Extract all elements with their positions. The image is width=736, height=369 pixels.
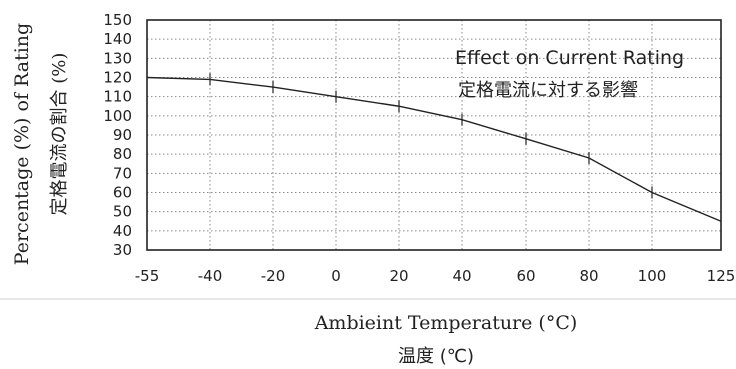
y-axis-label: Percentage (%) of Rating — [11, 23, 33, 265]
x-tick-label: -20 — [261, 267, 286, 285]
x-tick-labels: -55 -40 -20 0 20 40 60 80 100 125 — [135, 267, 736, 285]
y-tick-label: 140 — [103, 30, 132, 48]
x-tick-label: 0 — [331, 267, 341, 285]
y-tick-label: 30 — [113, 241, 132, 259]
y-tick-label: 70 — [113, 164, 132, 182]
x-tick-label: -40 — [198, 267, 223, 285]
chart-annotation-line2: 定格電流に対する影響 — [458, 80, 638, 101]
y-tick-label: 40 — [113, 222, 132, 240]
x-tick-label: 20 — [389, 267, 408, 285]
x-tick-label: 40 — [452, 267, 471, 285]
y-tick-label: 110 — [103, 88, 132, 106]
plot-area-border — [146, 19, 722, 251]
y-tick-label: 80 — [113, 145, 132, 163]
x-tick-label: 60 — [516, 267, 535, 285]
y-tick-label: 130 — [103, 49, 132, 67]
y-tick-label: 60 — [113, 184, 132, 202]
y-tick-label: 150 — [103, 11, 132, 29]
x-axis-label-secondary: 温度 (℃) — [398, 346, 474, 367]
plot-frame — [146, 19, 722, 251]
x-tick-label: 125 — [707, 267, 736, 285]
x-tick-label: -55 — [135, 267, 160, 285]
series-line — [146, 76, 722, 222]
x-tick-label: 80 — [579, 267, 598, 285]
y-tick-label: 100 — [103, 107, 132, 125]
y-tick-label: 120 — [103, 69, 132, 87]
y-axis-label-secondary: 定格電流の割合 (%) — [49, 53, 70, 216]
x-tick-label: 100 — [638, 267, 667, 285]
x-axis-label: Ambieint Temperature (°C) — [314, 312, 578, 334]
y-tick-label: 50 — [113, 203, 132, 221]
y-tick-label: 90 — [113, 126, 132, 144]
series-layer — [146, 73, 722, 222]
chart-annotation-line1: Effect on Current Rating — [455, 47, 684, 69]
